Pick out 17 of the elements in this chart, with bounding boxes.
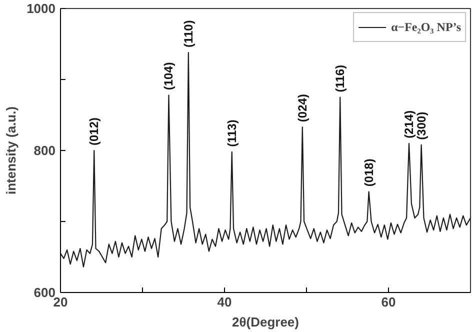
annotation: (104) xyxy=(162,62,176,90)
line-series xyxy=(60,52,470,268)
y-tick-label: 1000 xyxy=(26,1,56,16)
legend-label: α−Fe₂O₃ NP’s xyxy=(391,20,461,34)
annotation: (300) xyxy=(414,112,428,140)
annotation: (214) xyxy=(402,110,416,138)
y-tick-label: 800 xyxy=(34,143,56,158)
annotation: (024) xyxy=(295,94,310,122)
annotation: (116) xyxy=(333,64,348,92)
x-tick-label: 40 xyxy=(217,294,232,310)
annotation: (110) xyxy=(181,20,196,48)
x-axis-title: 2θ(Degree) xyxy=(232,314,300,330)
annotation: (012) xyxy=(87,117,102,146)
y-axis-title: intensity (a.u.) xyxy=(4,106,19,195)
annotation: (113) xyxy=(224,120,239,147)
annotation: (018) xyxy=(362,158,376,187)
x-tick-label: 60 xyxy=(381,294,396,310)
